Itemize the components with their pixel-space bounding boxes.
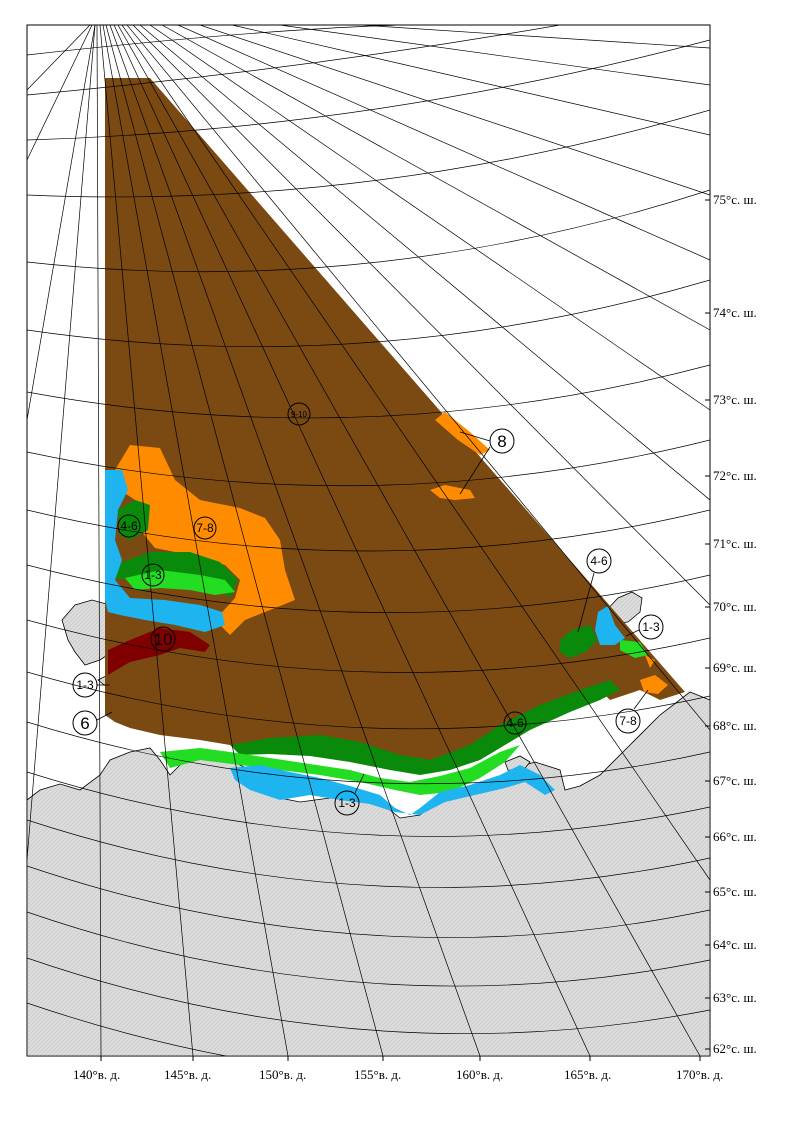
- ice-label-1-3-wrangel: 1-3: [642, 620, 660, 634]
- ice-zone-nilas-wrangel: [595, 606, 625, 645]
- ice-label-circle: [615, 708, 641, 734]
- ice-zone-1-3-west: [125, 570, 235, 595]
- lat-label-73: 73°с. ш.: [713, 392, 757, 407]
- leader-line: [633, 689, 649, 710]
- leader-line: [459, 431, 491, 442]
- ice-zones: [105, 78, 685, 815]
- lon-label-145: 145°в. д.: [164, 1067, 211, 1082]
- ice-label-8: 8: [497, 432, 506, 451]
- leader-line: [459, 446, 491, 495]
- lat-label-72: 72°с. ш.: [713, 468, 757, 483]
- lat-label-67: 67°с. ш.: [713, 773, 757, 788]
- ice-zone-4-6-coast: [230, 680, 620, 775]
- ice-zone-nilas-coast: [230, 765, 555, 815]
- ice-label-circle: [141, 563, 165, 587]
- ice-label-circle: [503, 711, 527, 735]
- lon-label-150: 150°в. д.: [259, 1067, 306, 1082]
- ice-label-1-3-coast: 1-3: [338, 796, 356, 810]
- lon-label-165: 165°в. д.: [564, 1067, 611, 1082]
- ice-label-circle: [638, 614, 664, 640]
- lat-label-63: 63°с. ш.: [713, 990, 757, 1005]
- lon-label-155: 155°в. д.: [354, 1067, 401, 1082]
- ice-label-10: 10: [154, 630, 173, 649]
- ice-label-1-3-west-b: 1-3: [76, 678, 94, 692]
- ice-zone-7-8-east-a: [435, 412, 490, 455]
- ice-label-4-6-west: 4-6: [120, 519, 138, 533]
- ice-label-circle: [586, 548, 612, 574]
- ice-zone-nilas-west: [105, 470, 225, 632]
- ice-zone-7-8-west: [115, 445, 295, 635]
- ice-label-9-10: 9-10: [291, 410, 308, 419]
- latitude-ticks: [705, 199, 710, 1050]
- lat-label-69: 69°с. ш.: [713, 660, 757, 675]
- ice-zone-4-6-north: [560, 625, 598, 658]
- lon-label-170: 170°в. д.: [676, 1067, 723, 1082]
- ice-label-7-8-west: 7-8: [196, 521, 214, 535]
- leader-line: [577, 572, 595, 633]
- lat-label-68: 68°с. ш.: [713, 718, 757, 733]
- leader-line: [354, 773, 365, 794]
- ice-zone-7-8-wrangel-b: [645, 655, 655, 668]
- lon-label-140: 140°в. д.: [73, 1067, 120, 1082]
- lat-label-71: 71°с. ш.: [713, 536, 757, 551]
- lat-label-66: 66°с. ш.: [713, 829, 757, 844]
- graticule: [27, 25, 710, 1056]
- ice-zone-7-8-wrangel: [640, 675, 668, 694]
- ice-label-circle: [287, 402, 311, 426]
- ice-label-circle: [150, 626, 176, 652]
- leader-line: [96, 711, 113, 721]
- ice-label-6: 6: [80, 714, 89, 733]
- ice-label-circle: [117, 514, 141, 538]
- lat-label-62: 62°с. ш.: [713, 1041, 757, 1056]
- lon-label-160: 160°в. д.: [456, 1067, 503, 1082]
- ice-label-7-8-wrangel: 7-8: [619, 714, 637, 728]
- ice-zone-10: [108, 628, 210, 675]
- lat-label-64: 64°с. ш.: [713, 937, 757, 952]
- ice-label-circle: [193, 516, 217, 540]
- ice-zone-1-3-coast: [160, 745, 520, 795]
- latitude-labels: 75°с. ш. 74°с. ш. 73°с. ш. 72°с. ш. 71°с…: [713, 192, 757, 1056]
- longitude-ticks: [100, 1056, 701, 1061]
- ice-label-1-3-west: 1-3: [144, 568, 162, 582]
- lat-label-65: 65°с. ш.: [713, 884, 757, 899]
- ice-label-circle: [72, 710, 98, 736]
- ice-labels: 9-10 8 7-8 4-6 1-3 10 1-3 6 4-6 1-3 7-8 …: [72, 402, 664, 816]
- ice-label-4-6-north: 4-6: [590, 554, 608, 568]
- lat-label-70: 70°с. ш.: [713, 599, 757, 614]
- ice-label-circle: [334, 790, 360, 816]
- ice-label-4-6-coast: 4-6: [506, 716, 524, 730]
- longitude-labels: 140°в. д. 145°в. д. 150°в. д. 155°в. д. …: [73, 1067, 723, 1082]
- lat-label-74: 74°с. ш.: [713, 305, 757, 320]
- ice-zone-1-3-wrangel: [620, 640, 648, 658]
- leader-line: [625, 629, 640, 637]
- lat-label-75: 75°с. ш.: [713, 192, 757, 207]
